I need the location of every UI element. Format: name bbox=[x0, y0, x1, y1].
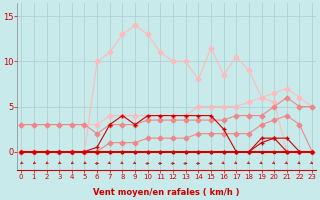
X-axis label: Vent moyen/en rafales ( km/h ): Vent moyen/en rafales ( km/h ) bbox=[93, 188, 240, 197]
